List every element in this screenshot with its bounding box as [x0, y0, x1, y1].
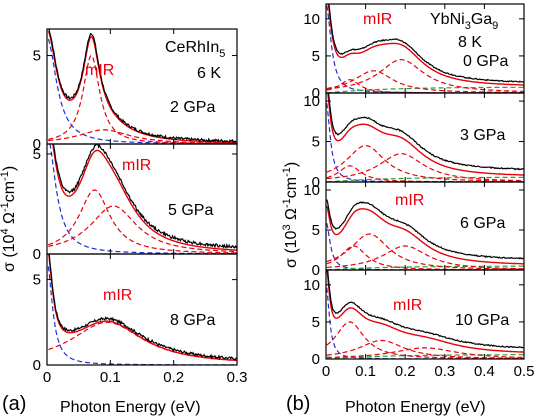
- frame-b-4: [325, 269, 525, 360]
- y-tick-label: 10: [303, 11, 320, 28]
- y-tick-label: 10: [303, 277, 320, 294]
- pressure-label: 10 GPa: [455, 312, 509, 329]
- x-tick-label: 0.2: [395, 363, 416, 380]
- y-tick-label: 0: [312, 262, 320, 279]
- fit-curve: [52, 144, 237, 251]
- pressure-label: 5 GPa: [168, 202, 213, 219]
- mir-annotation: mIR: [122, 157, 151, 174]
- x-tick-label: 0: [322, 363, 330, 380]
- plot-area-b-1: [326, 4, 524, 93]
- x-tick-label: 0: [43, 369, 51, 386]
- x-tick-label: 0.2: [163, 369, 184, 386]
- pressure-label: 3 GPa: [460, 127, 505, 144]
- y-tick-label: 5: [312, 48, 320, 65]
- y-axis-label-a: σ (104 Ω-1cm-1): [0, 166, 18, 272]
- mir-annotation: mIR: [85, 62, 114, 79]
- x-tick-label: 0.4: [474, 363, 495, 380]
- fit-curve: [48, 254, 237, 362]
- y-tick-label: 10: [303, 93, 320, 110]
- plot-area-a-2: [48, 144, 237, 254]
- y-tick-label: 0: [312, 351, 320, 368]
- lorentz-component-2: [48, 129, 237, 144]
- x-tick-label: 0.1: [355, 363, 376, 380]
- y-tick-label: 5: [33, 272, 41, 289]
- data-curve: [327, 93, 524, 171]
- x-tick-label: 0.1: [100, 369, 121, 386]
- material-label-b: YbNi3Ga9: [430, 11, 498, 32]
- temperature-label-b: 8 K: [458, 34, 482, 51]
- y-tick-label: 5: [33, 146, 41, 163]
- plot-area-b-3: [326, 199, 524, 270]
- y-tick-label: 0: [33, 246, 41, 263]
- mir-annotation: mIR: [393, 297, 422, 314]
- fit-curve: [327, 4, 524, 86]
- panel-b-letter: (b): [286, 393, 310, 415]
- frame-b-1: [325, 3, 525, 94]
- temperature-label-a: 6 K: [197, 65, 221, 82]
- data-curve: [328, 4, 524, 83]
- lorentz-component-2: [326, 339, 524, 359]
- plot-area-a-3: [47, 254, 237, 365]
- x-tick-label: 0.3: [227, 369, 248, 386]
- lorentz-component-2: [326, 70, 524, 93]
- mir-annotation: mIR: [103, 287, 132, 304]
- x-tick-label: 0.3: [434, 363, 455, 380]
- background-component: [326, 86, 524, 93]
- y-tick-label: 5: [312, 134, 320, 151]
- y-axis-label-b: σ (103 Ω-1cm-1): [281, 162, 300, 268]
- data-curve: [327, 270, 524, 349]
- x-tick-label: 0.5: [514, 363, 535, 380]
- x-axis-label-b: Photon Energy (eV): [345, 399, 486, 416]
- y-tick-label: 0: [33, 136, 41, 153]
- data-curve: [48, 254, 237, 361]
- y-tick-label: 10: [303, 182, 320, 199]
- material-label-a: CeRhIn5: [165, 39, 225, 60]
- background-component: [326, 265, 524, 270]
- y-tick-label: 0: [312, 85, 320, 102]
- background-component: [326, 176, 524, 182]
- panel-a-letter: (a): [2, 393, 26, 415]
- frame-a-3: [46, 253, 238, 366]
- data-curve: [52, 144, 237, 249]
- lorentz-component-1: [48, 54, 237, 144]
- pressure-label: 0 GPa: [463, 53, 508, 70]
- mir-annotation: mIR: [363, 11, 392, 28]
- pressure-label: 8 GPa: [170, 312, 215, 329]
- lorentz-component-1: [326, 79, 524, 93]
- data-curve: [48, 29, 237, 144]
- lorentz-component-2: [326, 145, 524, 182]
- y-tick-label: 5: [312, 222, 320, 239]
- x-axis-label-a: Photon Energy (eV): [60, 399, 201, 416]
- drude-component: [49, 144, 237, 254]
- fit-curve: [326, 270, 524, 353]
- plot-area-b-4: [326, 270, 524, 359]
- lorentz-component-2: [48, 205, 237, 253]
- lorentz-component-3: [326, 59, 524, 92]
- lorentz-component-3: [326, 347, 524, 359]
- y-tick-label: 0: [312, 174, 320, 191]
- lorentz-component-2: [326, 233, 524, 270]
- lorentz-component-3: [326, 245, 524, 270]
- y-tick-label: 0: [33, 357, 41, 374]
- y-tick-label: 5: [33, 48, 41, 65]
- data-curve: [326, 199, 524, 260]
- fit-curve: [326, 205, 524, 265]
- pressure-label: 2 GPa: [170, 99, 215, 116]
- mir-annotation: mIR: [395, 192, 424, 209]
- lorentz-component-3: [326, 153, 524, 182]
- pressure-label: 6 GPa: [460, 215, 505, 232]
- background-component: [326, 354, 524, 359]
- y-tick-label: 5: [312, 314, 320, 331]
- fit-curve: [327, 93, 524, 176]
